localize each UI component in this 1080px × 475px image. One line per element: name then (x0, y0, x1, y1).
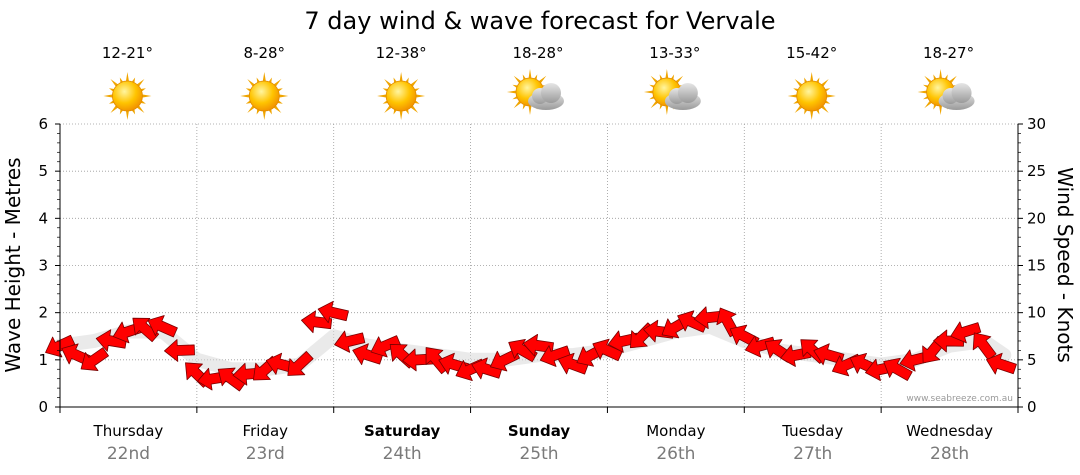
day-name-label: Saturday (364, 422, 441, 440)
day-date-label: 27th (793, 444, 832, 464)
wind-arrow (972, 332, 997, 361)
right-tick-label: 10 (1027, 304, 1046, 322)
wind-arrow (80, 347, 109, 371)
day-name-label: Friday (243, 422, 289, 440)
wind-arrow (370, 335, 401, 358)
wind-arrow (317, 300, 349, 324)
left-tick-label: 1 (38, 351, 48, 369)
day-date-label: 23rd (246, 444, 285, 464)
sun-icon (103, 72, 152, 120)
sun-icon (377, 72, 426, 120)
wind-arrow (986, 352, 1017, 375)
sun-cloud-icon (507, 69, 564, 115)
day-temperature: 12-38° (376, 44, 427, 62)
day-temperature: 18-27° (923, 44, 974, 62)
day-name-label: Thursday (93, 422, 164, 440)
wind-arrow (334, 330, 366, 353)
day-temperature: 15-42° (786, 44, 837, 62)
left-tick-label: 3 (38, 257, 48, 275)
day-name-label: Monday (646, 422, 705, 440)
sun-icon (787, 72, 836, 120)
sun-cloud-icon (917, 69, 975, 115)
day-date-label: 26th (656, 444, 695, 464)
right-tick-label: 5 (1027, 351, 1037, 369)
day-name-label: Tuesday (781, 422, 843, 440)
wind-arrow (287, 350, 314, 376)
right-tick-label: 20 (1027, 209, 1046, 227)
right-axis-title: Wind Speed - Knots (1053, 167, 1077, 363)
day-date-label: 25th (519, 444, 558, 464)
day-temperature: 13-33° (649, 44, 700, 62)
left-tick-label: 6 (38, 115, 48, 133)
right-tick-label: 15 (1027, 257, 1046, 275)
right-tick-label: 30 (1027, 115, 1046, 133)
left-tick-label: 4 (38, 209, 48, 227)
sun-cloud-icon (643, 69, 701, 115)
day-temperature: 8-28° (244, 44, 286, 62)
day-date-label: 22nd (107, 444, 150, 464)
chart-title: 7 day wind & wave forecast for Vervale (304, 7, 775, 35)
credit-text: www.seabreeze.com.au (906, 394, 1013, 404)
wind-arrow (539, 345, 571, 367)
sun-icon (240, 72, 289, 120)
day-temperature: 18-28° (512, 44, 563, 62)
day-name-label: Wednesday (906, 422, 993, 440)
day-labels: Thursday 22nd Friday 23rd Saturday 24th Sunday… (93, 422, 994, 464)
left-tick-label: 5 (38, 162, 48, 180)
day-name-label: Sunday (508, 422, 571, 440)
wind-arrow (147, 315, 178, 338)
left-axis-title: Wave Height - Metres (1, 157, 25, 372)
left-tick-label: 0 (38, 398, 48, 416)
wind-arrow (813, 343, 845, 366)
chart-axes: 0 1 2 3 4 5 6 0 5 10 15 20 25 30 (38, 115, 1046, 416)
wind-arrow (883, 357, 913, 381)
left-tick-label: 2 (38, 304, 48, 322)
wind-series (45, 300, 1017, 392)
day-forecast-header: 12-21° 8-28° 12-38° 18-28° 13-33° 15-42° 18-27… (102, 44, 975, 120)
right-tick-label: 25 (1027, 162, 1046, 180)
day-date-label: 24th (383, 444, 422, 464)
day-temperature: 12-21° (102, 44, 153, 62)
day-date-label: 28th (930, 444, 969, 464)
wind-arrow (164, 339, 195, 362)
right-tick-label: 0 (1027, 398, 1037, 416)
wind-arrow (950, 321, 982, 344)
